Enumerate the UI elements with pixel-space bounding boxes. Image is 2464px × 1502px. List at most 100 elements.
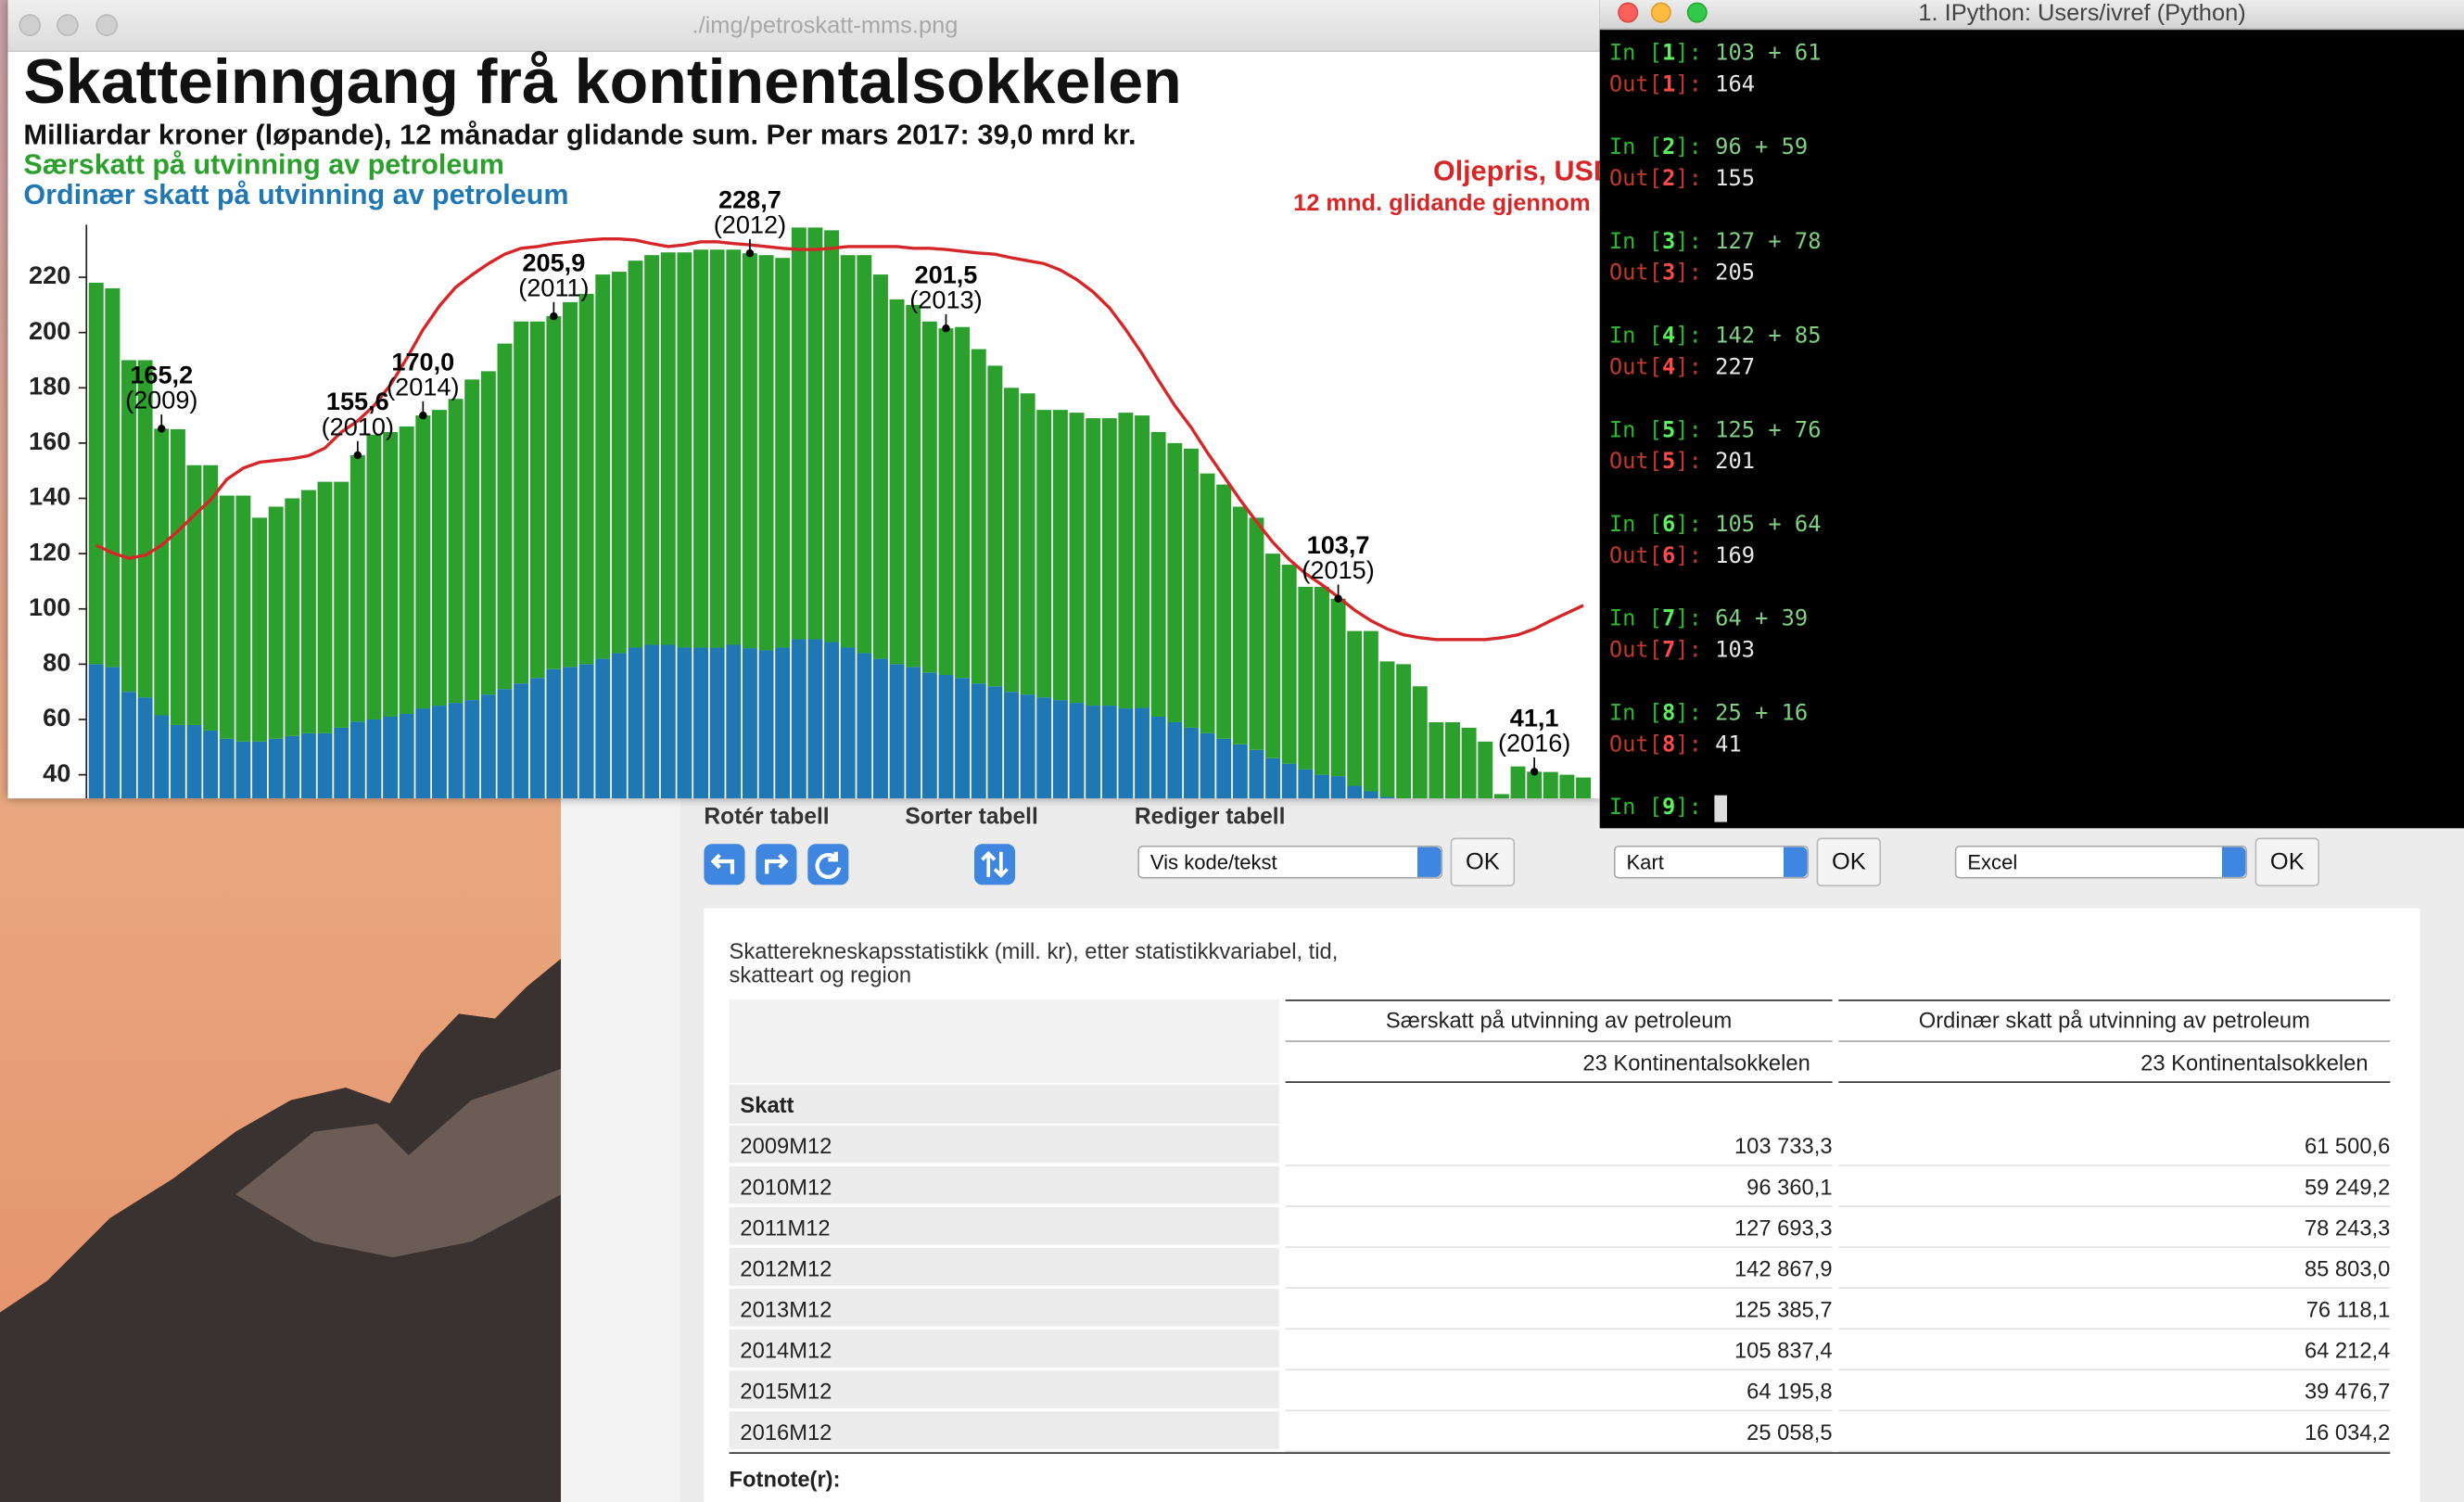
zoom-button[interactable]	[95, 14, 119, 36]
prompt-number: 1	[1661, 71, 1676, 98]
bar-segment	[1150, 716, 1166, 799]
dropdown-value: Excel	[1967, 850, 2018, 874]
minimize-button[interactable]	[57, 14, 79, 36]
rule	[1285, 999, 1833, 1001]
footnote: Fotnote(r):	[729, 1466, 841, 1492]
close-button[interactable]	[19, 14, 42, 36]
y-tick-label: 160	[29, 426, 70, 455]
row-label: 2011M12	[740, 1215, 831, 1241]
dropdown-arrow	[1783, 846, 1808, 877]
bar-segment	[268, 738, 284, 799]
stub-cell	[729, 1084, 1279, 1125]
bar-segment	[921, 321, 937, 673]
out-prompt: ]:	[1675, 166, 1716, 192]
in-prompt: In [	[1608, 229, 1662, 255]
close-button[interactable]	[1618, 2, 1639, 23]
bar-segment	[1429, 721, 1444, 799]
column-subheader: 23 Kontinentalsokkelen	[1582, 1050, 1810, 1076]
rule	[1285, 1165, 1833, 1166]
rule	[1285, 1205, 1833, 1207]
prompt-number: 4	[1661, 355, 1676, 381]
column-header: Særskatt på utvinning av petroleum	[1385, 1007, 1733, 1033]
dropdown[interactable]: Vis kode/tekst	[1137, 845, 1443, 879]
bar-segment	[889, 664, 905, 799]
rule	[1285, 1368, 1833, 1371]
bar-segment	[1330, 776, 1346, 799]
stub-cell	[729, 1206, 1279, 1245]
bar-segment	[857, 255, 872, 654]
bar-segment	[464, 379, 480, 701]
bar-segment	[514, 683, 529, 799]
bar-segment	[448, 703, 464, 799]
input-code: 105 + 64	[1715, 512, 1822, 538]
annotation-value: 155,6	[326, 387, 389, 415]
terminal-line: In [2]: 96 + 59	[1609, 132, 1808, 163]
in-prompt: ]:	[1675, 795, 1716, 821]
bar-segment	[1363, 791, 1378, 799]
prompt-number: 3	[1661, 229, 1676, 255]
annotation-dot	[745, 248, 755, 258]
bar-segment	[1265, 554, 1281, 758]
bar-segment	[399, 714, 414, 799]
in-prompt: ]:	[1675, 41, 1716, 67]
in-prompt: In [	[1608, 701, 1662, 727]
table-cell: 61 500,6	[2304, 1133, 2391, 1159]
bar-segment	[1363, 630, 1378, 792]
terminal-line: In [7]: 64 + 39	[1609, 604, 1808, 635]
minimize-button[interactable]	[1650, 2, 1671, 23]
bar-segment	[906, 304, 921, 668]
window-buttons	[1618, 2, 1708, 23]
out-prompt: Out[	[1608, 543, 1662, 569]
dropdown-value: Kart	[1626, 850, 1664, 874]
y-tick-label: 40	[43, 758, 70, 787]
bar-segment	[1347, 785, 1363, 799]
bar-segment	[1379, 661, 1395, 797]
bar-segment	[366, 434, 382, 719]
rule	[1838, 1450, 2391, 1453]
rule	[1838, 1205, 2391, 1207]
rule	[1285, 1287, 1833, 1290]
out-prompt: Out[	[1608, 732, 1662, 758]
bar-segment	[300, 490, 316, 733]
rotate-left-button[interactable]	[704, 844, 745, 885]
terminal-line: In [5]: 125 + 76	[1609, 415, 1822, 447]
annotation-year: (2010)	[322, 412, 394, 440]
rule	[1838, 1287, 2391, 1290]
table-cell: 59 249,2	[2304, 1174, 2391, 1200]
control-label: Rediger tabell	[1134, 804, 1286, 831]
bar-segment	[921, 672, 937, 799]
bar-segment	[775, 647, 791, 799]
dropdown[interactable]: Kart	[1613, 845, 1810, 879]
in-prompt: In [	[1608, 417, 1662, 444]
control-label: Rotér tabell	[704, 804, 830, 831]
bar-segment	[1461, 727, 1477, 799]
table-cell: 64 212,4	[2304, 1337, 2391, 1363]
rotate-button[interactable]	[807, 844, 849, 885]
zoom-button[interactable]	[1686, 2, 1708, 23]
in-prompt: In [	[1608, 324, 1662, 350]
bar-segment	[906, 667, 921, 799]
ok-button[interactable]: OK	[1816, 837, 1882, 887]
in-prompt: ]:	[1675, 229, 1716, 255]
ok-button[interactable]: OK	[2254, 837, 2320, 887]
bar-segment	[1020, 393, 1035, 695]
stub-header: Skatt	[740, 1092, 794, 1118]
ok-button[interactable]: OK	[1450, 837, 1516, 887]
stub-cell	[729, 1330, 1279, 1368]
chart: Skatteinngang frå kontinentalsokkelen Mi…	[23, 47, 1600, 799]
terminal-line: Out[3]: 205	[1609, 258, 1755, 289]
rotate-right-button[interactable]	[756, 844, 797, 885]
stub-cell	[729, 1247, 1279, 1286]
sort-button[interactable]	[973, 844, 1016, 885]
prompt-number: 2	[1661, 166, 1676, 192]
toolbar-icons	[704, 844, 1016, 885]
prompt-number: 4	[1661, 324, 1676, 350]
bar-segment	[775, 258, 791, 648]
out-prompt: ]:	[1675, 71, 1716, 98]
prompt-number: 7	[1661, 638, 1676, 664]
dropdown[interactable]: Excel	[1954, 845, 2248, 879]
bar-segment	[497, 343, 513, 690]
stub-cell	[729, 1289, 1279, 1327]
out-prompt: Out[	[1608, 71, 1662, 98]
output: 227	[1715, 355, 1756, 381]
